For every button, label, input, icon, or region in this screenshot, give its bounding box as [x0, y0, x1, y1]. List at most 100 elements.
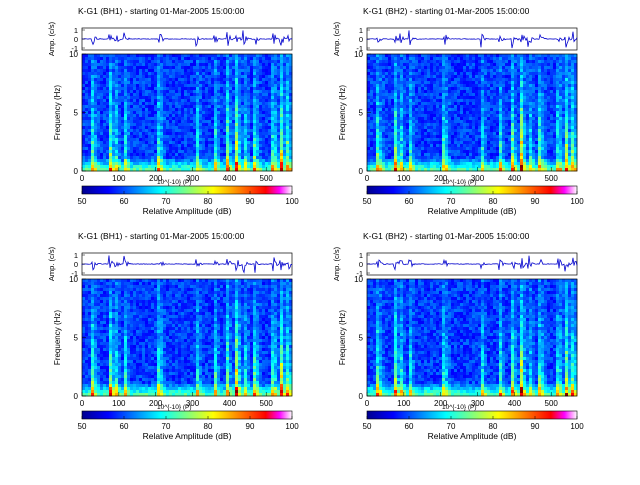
- spectrogram-cell: [190, 141, 193, 144]
- spectrogram-cell: [196, 141, 199, 144]
- spectrogram-cell: [214, 129, 217, 132]
- spectrogram-cell: [208, 108, 211, 111]
- spectrogram-cell: [523, 57, 526, 60]
- spectrogram-cell: [223, 141, 226, 144]
- spectrogram-cell: [400, 69, 403, 72]
- spectrogram-cell: [394, 141, 397, 144]
- spectrogram-cell: [463, 147, 466, 150]
- spectrogram-cell: [280, 69, 283, 72]
- spectrogram-cell: [277, 138, 280, 141]
- spectrogram-cell: [208, 120, 211, 123]
- spectrogram-cell: [262, 84, 265, 87]
- spectrogram-cell: [538, 108, 541, 111]
- spectrogram-cell: [127, 120, 130, 123]
- spectrogram-cell: [178, 99, 181, 102]
- spectrogram-cell: [181, 66, 184, 69]
- spectrogram-cell: [442, 123, 445, 126]
- spectrogram-cell: [280, 117, 283, 120]
- spectrogram-cell: [472, 87, 475, 90]
- spectrogram-cell: [526, 69, 529, 72]
- spectrogram-cell: [169, 162, 172, 165]
- spectrogram-cell: [115, 135, 118, 138]
- spectrogram-cell: [142, 114, 145, 117]
- spectrogram-cell: [466, 72, 469, 75]
- spectrogram-cell: [385, 69, 388, 72]
- spectrogram-cell: [244, 144, 247, 147]
- spectrogram-cell: [253, 156, 256, 159]
- spectrogram-cell: [484, 54, 487, 57]
- spectrogram-cell: [388, 60, 391, 63]
- spectrogram-cell: [403, 126, 406, 129]
- spectrogram-cell: [388, 75, 391, 78]
- spectrogram-cell: [268, 132, 271, 135]
- spectrogram-cell: [193, 96, 196, 99]
- spectrogram-cell: [529, 135, 532, 138]
- spectrogram-cell: [172, 66, 175, 69]
- spectrogram-cell: [382, 147, 385, 150]
- spectrogram-cell: [286, 93, 289, 96]
- spectrogram-cell: [112, 144, 115, 147]
- spectrogram-cell: [535, 93, 538, 96]
- spectrogram-cell: [127, 111, 130, 114]
- spectrogram-cell: [283, 150, 286, 153]
- spectrogram-cell: [154, 96, 157, 99]
- spectrogram-cell: [124, 57, 127, 60]
- spectrogram-cell: [256, 129, 259, 132]
- spectrogram-cell: [268, 60, 271, 63]
- spectrogram-cell: [235, 87, 238, 90]
- spectrogram-cell: [133, 153, 136, 156]
- spectrogram-cell: [160, 75, 163, 78]
- spectrogram-cell: [424, 144, 427, 147]
- spectrogram-cell: [427, 114, 430, 117]
- spectrogram-cell: [178, 57, 181, 60]
- spectrogram-cell: [88, 75, 91, 78]
- spectrogram-cell: [460, 117, 463, 120]
- spectrogram-cell: [424, 60, 427, 63]
- spectrogram-cell: [226, 75, 229, 78]
- spectrogram-cell: [112, 150, 115, 153]
- spectrogram-cell: [406, 63, 409, 66]
- spectrogram-cell: [91, 69, 94, 72]
- spectrogram-cell: [238, 69, 241, 72]
- spectrogram-cell: [421, 123, 424, 126]
- spectrogram-cell: [253, 153, 256, 156]
- spectrogram-cell: [178, 126, 181, 129]
- spectrogram-cell: [403, 132, 406, 135]
- spectrogram-cell: [82, 63, 85, 66]
- spectrogram-cell: [523, 129, 526, 132]
- spectrogram-cell: [103, 153, 106, 156]
- spectrogram-cell: [235, 138, 238, 141]
- spectrogram-cell: [406, 138, 409, 141]
- spectrogram-cell: [541, 126, 544, 129]
- spectrogram-cell: [187, 117, 190, 120]
- spectrogram-cell: [154, 135, 157, 138]
- spectrogram-cell: [499, 93, 502, 96]
- spectrogram-cell: [544, 114, 547, 117]
- spectrogram-cell: [220, 147, 223, 150]
- spectrogram-cell: [454, 81, 457, 84]
- spectrogram-cell: [262, 117, 265, 120]
- spectrogram-cell: [493, 120, 496, 123]
- spectrogram-cell: [253, 141, 256, 144]
- spectrogram-cell: [205, 54, 208, 57]
- spectrogram-cell: [235, 75, 238, 78]
- spectrogram-cell: [457, 117, 460, 120]
- spectrogram-cell: [139, 141, 142, 144]
- spectrogram-cell: [151, 153, 154, 156]
- spectrogram-cell: [124, 123, 127, 126]
- spectrogram-cell: [217, 81, 220, 84]
- spectrogram-cell: [157, 150, 160, 153]
- spectrogram-cell: [193, 150, 196, 153]
- spectrogram-cell: [550, 126, 553, 129]
- spectrogram-cell: [424, 57, 427, 60]
- spectrogram-cell: [118, 78, 121, 81]
- spectrogram-cell: [88, 84, 91, 87]
- spectrogram-cell: [532, 144, 535, 147]
- spectrogram-cell: [553, 84, 556, 87]
- spectrogram-cell: [112, 138, 115, 141]
- spectrogram-cell: [196, 108, 199, 111]
- spectrogram-cell: [154, 93, 157, 96]
- spectrogram-cell: [127, 159, 130, 162]
- spectrogram-cell: [472, 144, 475, 147]
- spectrogram-cell: [148, 84, 151, 87]
